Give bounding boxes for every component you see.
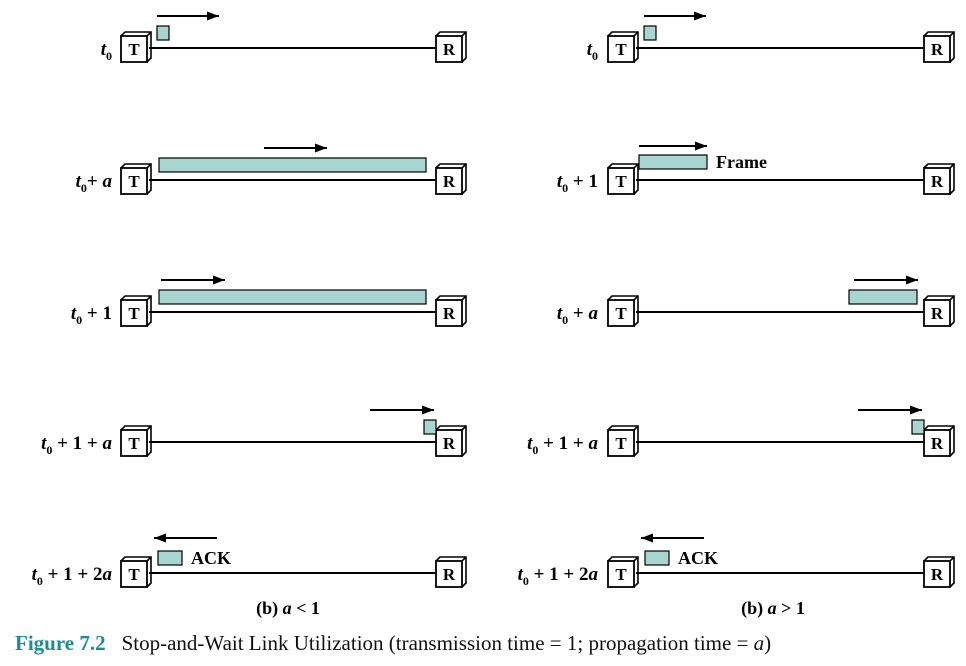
receiver-label: R bbox=[931, 40, 944, 59]
time-label: t0 bbox=[101, 39, 112, 63]
figure-number: Figure 7.2 bbox=[15, 631, 106, 655]
direction-arrow bbox=[644, 11, 706, 21]
time-label: t0 + 1 + 2a bbox=[32, 564, 113, 588]
receiver-label: R bbox=[443, 434, 456, 453]
figure-caption-text: Stop-and-Wait Link Utilization (transmis… bbox=[121, 631, 754, 655]
time-label: t0 + 1 + 2a bbox=[518, 564, 599, 588]
ack-packet bbox=[644, 550, 670, 566]
transmitter-node: T bbox=[120, 31, 152, 63]
time-label: t0+ a bbox=[76, 171, 113, 195]
direction-arrow bbox=[639, 141, 707, 151]
time-label: t0 + 1 bbox=[71, 303, 112, 327]
figure-caption: Figure 7.2 Stop-and-Wait Link Utilization… bbox=[15, 631, 771, 656]
receiver-node: R bbox=[923, 295, 955, 327]
transmitter-label: T bbox=[615, 172, 627, 191]
ack-arrow bbox=[641, 533, 704, 543]
receiver-label: R bbox=[931, 565, 944, 584]
receiver-node: R bbox=[923, 556, 955, 588]
transmitter-node: T bbox=[120, 556, 152, 588]
figure-caption-close: ) bbox=[764, 631, 772, 655]
receiver-node: R bbox=[435, 163, 467, 195]
ack-label: ACK bbox=[191, 548, 231, 568]
time-label: t0 + a bbox=[557, 303, 599, 327]
transmitter-label: T bbox=[128, 172, 140, 191]
transmitter-label: T bbox=[128, 40, 140, 59]
frame-packet bbox=[911, 419, 925, 435]
receiver-node: R bbox=[435, 425, 467, 457]
receiver-label: R bbox=[931, 434, 944, 453]
transmitter-label: T bbox=[615, 304, 627, 323]
frame-packet bbox=[423, 419, 437, 435]
transmitter-node: T bbox=[607, 425, 639, 457]
panel-caption: (b) a < 1 bbox=[256, 598, 320, 619]
receiver-label: R bbox=[931, 304, 944, 323]
panel-caption: (b) a > 1 bbox=[741, 598, 805, 619]
transmitter-node: T bbox=[607, 163, 639, 195]
direction-arrow bbox=[858, 405, 922, 415]
frame-packet bbox=[158, 157, 427, 173]
ack-packet bbox=[157, 550, 183, 566]
direction-arrow bbox=[264, 143, 327, 153]
direction-arrow bbox=[370, 405, 434, 415]
transmitter-label: T bbox=[615, 434, 627, 453]
transmitter-node: T bbox=[607, 295, 639, 327]
receiver-label: R bbox=[443, 172, 456, 191]
direction-arrow bbox=[854, 275, 918, 285]
transmitter-node: T bbox=[607, 556, 639, 588]
transmitter-label: T bbox=[128, 565, 140, 584]
time-label: t0 + 1 + a bbox=[41, 433, 112, 457]
receiver-label: R bbox=[443, 40, 456, 59]
receiver-node: R bbox=[435, 295, 467, 327]
receiver-node: R bbox=[923, 425, 955, 457]
transmitter-label: T bbox=[128, 304, 140, 323]
time-label: t0 bbox=[587, 39, 598, 63]
receiver-node: R bbox=[923, 163, 955, 195]
transmitter-label: T bbox=[128, 434, 140, 453]
receiver-label: R bbox=[931, 172, 944, 191]
frame-packet bbox=[156, 25, 170, 41]
transmitter-node: T bbox=[120, 425, 152, 457]
transmitter-label: T bbox=[615, 40, 627, 59]
transmitter-node: T bbox=[120, 163, 152, 195]
transmitter-node: T bbox=[607, 31, 639, 63]
direction-arrow bbox=[157, 11, 219, 21]
ack-arrow bbox=[154, 533, 217, 543]
ack-label: ACK bbox=[678, 548, 718, 568]
time-label: t0 + 1 + a bbox=[527, 433, 598, 457]
frame-packet bbox=[158, 289, 427, 305]
frame-label: Frame bbox=[716, 152, 767, 172]
frame-packet bbox=[643, 25, 657, 41]
figure-caption-var: a bbox=[753, 631, 765, 655]
transmitter-label: T bbox=[615, 565, 627, 584]
receiver-label: R bbox=[443, 565, 456, 584]
direction-arrow bbox=[161, 275, 225, 285]
receiver-node: R bbox=[923, 31, 955, 63]
receiver-node: R bbox=[435, 556, 467, 588]
receiver-node: R bbox=[435, 31, 467, 63]
time-label: t0 + 1 bbox=[557, 171, 598, 195]
transmitter-node: T bbox=[120, 295, 152, 327]
frame-packet bbox=[638, 154, 708, 170]
frame-packet bbox=[848, 289, 918, 305]
receiver-label: R bbox=[443, 304, 456, 323]
